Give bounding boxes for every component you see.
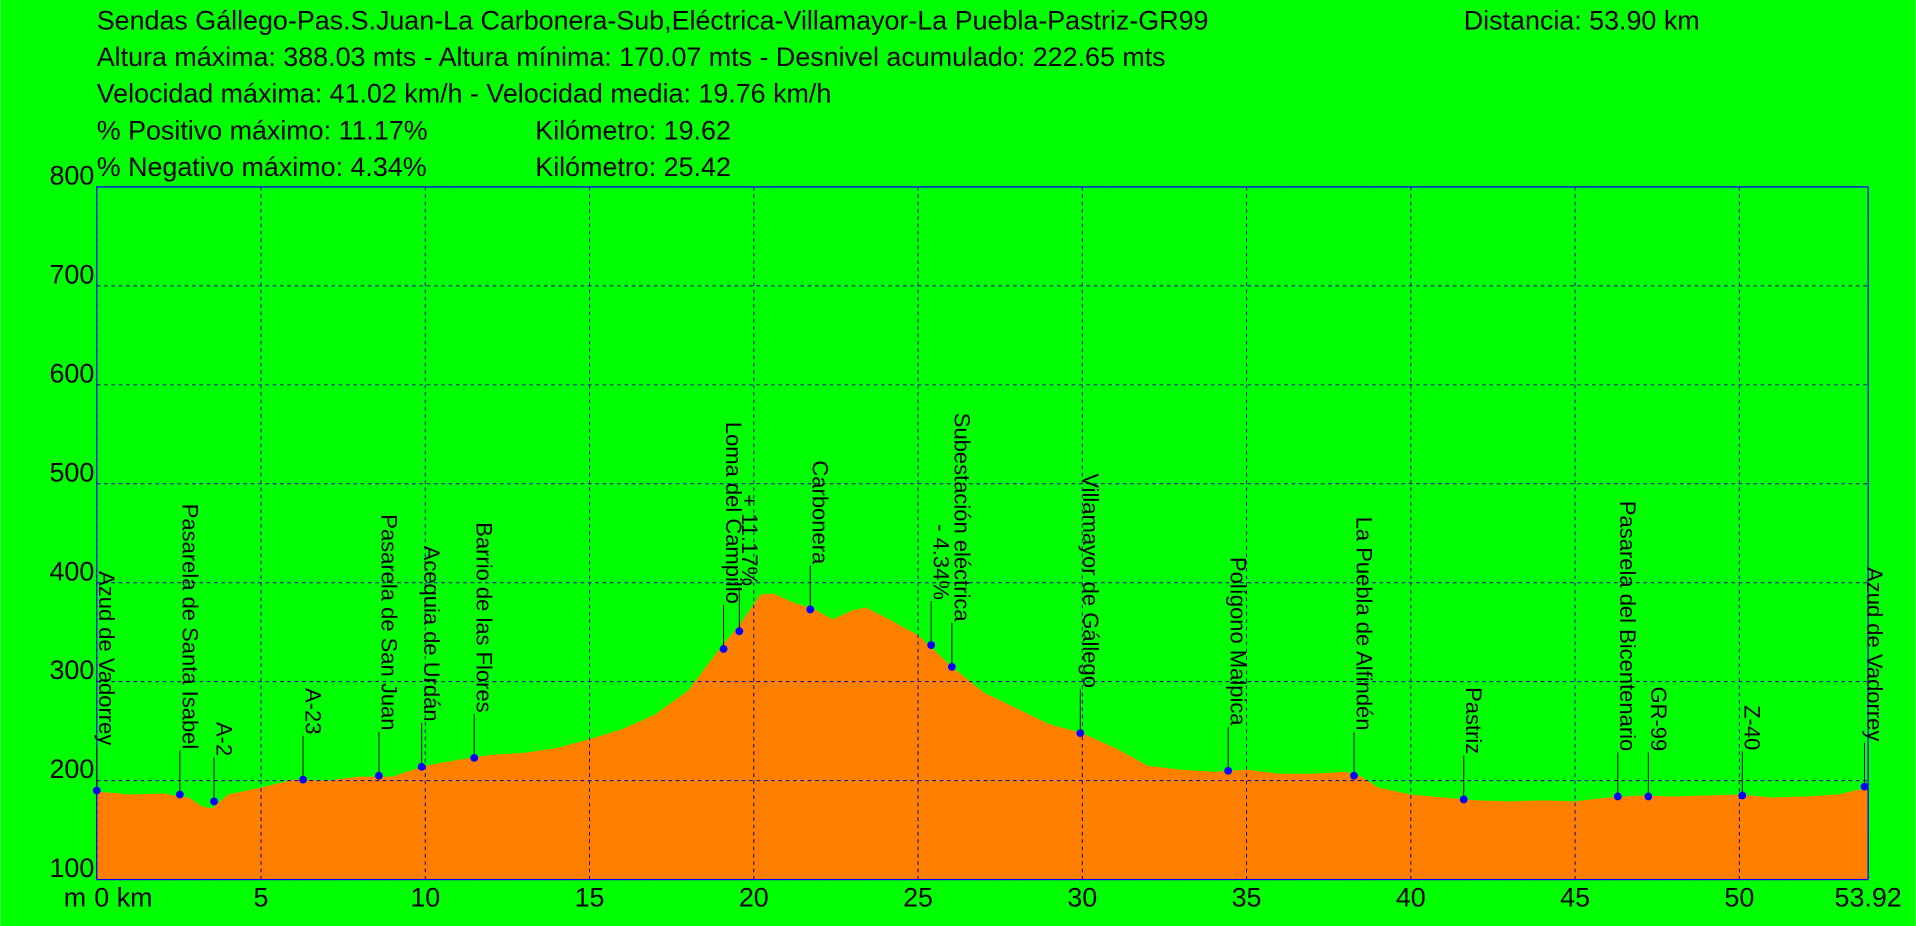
stats-line: Velocidad máxima: 41.02 km/h - Velocidad… (97, 79, 832, 109)
waypoint-marker (1860, 782, 1869, 791)
waypoint-marker (1613, 792, 1622, 801)
waypoint-label: Barrio de las Flores (472, 522, 497, 712)
waypoint-label: A-2 (211, 722, 236, 756)
grade-km: Kilómetro: 25.42 (535, 152, 731, 182)
x-tick-label: 10 (410, 882, 440, 912)
waypoint-label: Acequia de Urdán (419, 546, 444, 722)
distance: Distancia: 53.90 km (1464, 5, 1700, 35)
y-tick-label: 800 (49, 160, 94, 190)
waypoint-label: Azud de Vadorrey (94, 571, 119, 745)
waypoint-marker (947, 662, 956, 671)
waypoint-label: Carbonera (808, 460, 833, 565)
waypoint-marker (735, 627, 744, 636)
waypoint-label: Z-40 (1740, 705, 1765, 750)
grade-stat: % Positivo máximo: 11.17% (97, 115, 428, 145)
stats-line: Altura máxima: 388.03 mts - Altura mínim… (97, 42, 1166, 72)
waypoint-marker (1224, 766, 1233, 775)
waypoint-marker (1738, 791, 1747, 800)
waypoint-label: Pastriz (1461, 687, 1486, 754)
elevation-area (96, 593, 1869, 880)
waypoint-label: Villamayor de Gállego (1078, 473, 1103, 688)
y-tick-label: 700 (49, 259, 94, 289)
waypoint-marker (806, 605, 815, 614)
waypoint-marker (1076, 729, 1085, 738)
x-tick-label: 20 (739, 882, 769, 912)
waypoint-marker (210, 797, 218, 806)
chart-title: Sendas Gállego-Pas.S.Juan-La Carbonera-S… (97, 5, 1209, 35)
waypoint-marker (1644, 792, 1653, 801)
x-tick-label: 40 (1396, 882, 1426, 912)
waypoint-label: Pasarela de San Juan (376, 514, 401, 730)
waypoint-label: Loma del Campillo (721, 422, 746, 604)
x-tick-label: 53.92 (1835, 882, 1902, 912)
y-tick-label: 600 (49, 358, 94, 388)
waypoint-marker (470, 753, 479, 762)
waypoint-marker (1350, 771, 1358, 780)
waypoint-label: La Puebla de Alfindén (1351, 517, 1376, 731)
waypoint-label: + 11.17% (737, 494, 762, 586)
waypoint-marker (719, 645, 728, 653)
waypoint-marker (927, 641, 936, 649)
x-tick-label: 30 (1067, 882, 1097, 912)
waypoint-marker (375, 771, 383, 780)
waypoint-marker (417, 762, 426, 771)
waypoint-label: GR-99 (1646, 687, 1671, 752)
x-tick-label: 15 (575, 882, 605, 912)
waypoint-label: Subestación eléctrica (949, 413, 974, 623)
x-tick-label: 50 (1724, 882, 1754, 912)
waypoint-label: Pasarela del Bicentenario (1615, 501, 1640, 751)
waypoint-label: Azud de Vadorrey (1862, 567, 1887, 741)
y-tick-label: 400 (49, 556, 94, 586)
y-unit: m (64, 882, 86, 912)
x-tick-label: 0 km (94, 882, 152, 912)
x-tick-label: 25 (903, 882, 933, 912)
grade-km: Kilómetro: 19.62 (535, 115, 731, 145)
waypoint-label: Polígono Malpica (1226, 557, 1251, 726)
waypoint-label: Pasarela de Santa Isabel (177, 504, 202, 750)
y-tick-label: 100 (49, 853, 94, 883)
waypoint-marker (299, 775, 307, 784)
waypoint-marker (175, 790, 184, 799)
waypoint-label: - 4.34% (929, 524, 954, 600)
y-tick-label: 300 (49, 655, 94, 685)
x-tick-label: 45 (1560, 882, 1590, 912)
waypoint-marker (92, 786, 101, 795)
waypoint-label: A-23 (300, 688, 325, 734)
waypoint-marker (1459, 795, 1468, 804)
grade-stat: % Negativo máximo: 4.34% (97, 152, 427, 182)
y-tick-label: 500 (49, 457, 94, 487)
y-tick-label: 200 (49, 754, 94, 784)
x-tick-label: 5 (254, 882, 269, 912)
plot-frame (96, 186, 1869, 881)
x-tick-label: 35 (1232, 882, 1262, 912)
